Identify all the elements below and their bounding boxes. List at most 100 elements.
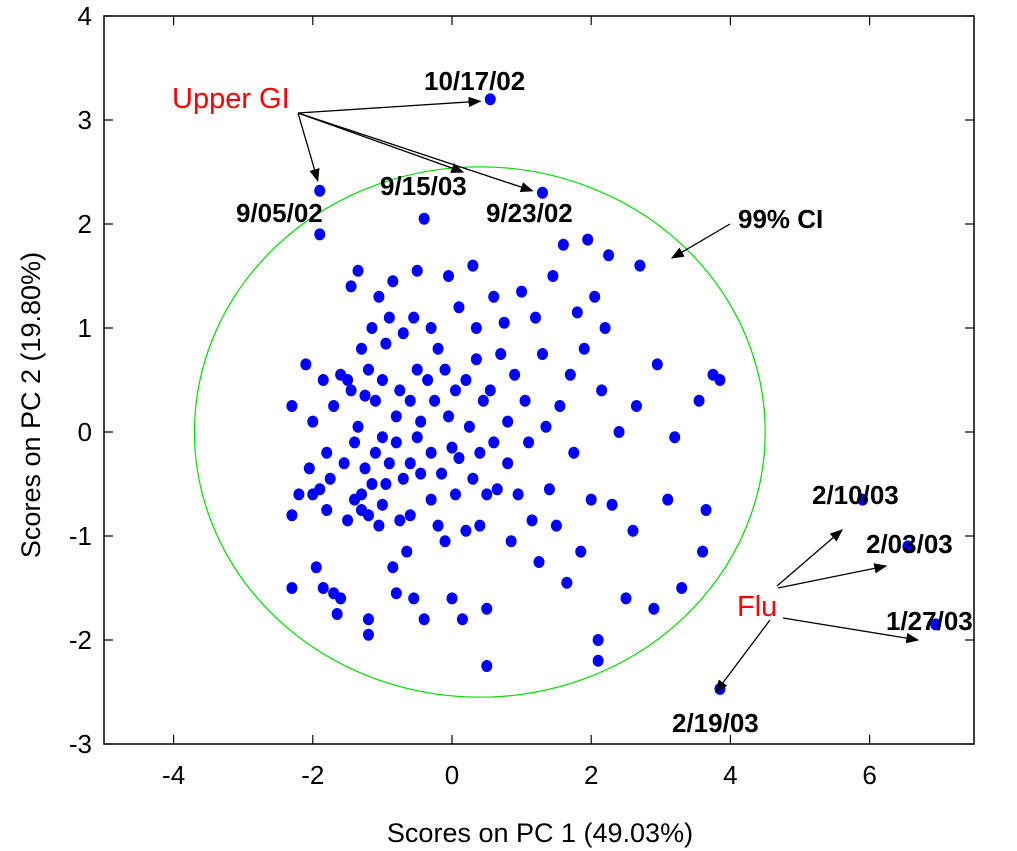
score-point <box>575 545 587 558</box>
score-point <box>425 493 437 506</box>
score-point <box>474 519 486 532</box>
score-point <box>310 561 322 574</box>
score-point <box>362 628 374 641</box>
x-tick-label: -4 <box>162 760 185 790</box>
score-point <box>397 327 409 340</box>
score-point <box>449 384 461 397</box>
score-point <box>324 472 336 485</box>
score-point <box>404 394 416 407</box>
date-label-9-15-03: 9/15/03 <box>380 171 467 201</box>
ci-label: 99% CI <box>738 204 823 234</box>
score-point <box>474 446 486 459</box>
score-point <box>439 535 451 548</box>
score-point <box>286 509 298 522</box>
score-point <box>321 446 333 459</box>
score-point <box>376 498 388 511</box>
score-point <box>387 275 399 288</box>
score-point <box>362 613 374 626</box>
score-point <box>505 535 517 548</box>
score-point <box>376 431 388 444</box>
score-point <box>578 342 590 355</box>
score-point <box>484 384 496 397</box>
score-point <box>422 374 434 386</box>
score-point <box>418 613 430 626</box>
score-point <box>568 446 580 459</box>
score-point <box>397 472 409 485</box>
score-point <box>523 436 535 449</box>
score-point <box>415 415 427 428</box>
score-point <box>488 290 500 303</box>
x-axis-title: Scores on PC 1 (49.03%) <box>387 818 693 848</box>
y-tick-label: 1 <box>78 313 92 343</box>
score-point <box>613 426 625 438</box>
x-tick-label: 0 <box>445 760 459 790</box>
score-point <box>714 682 726 695</box>
score-point <box>356 342 368 355</box>
score-point <box>606 498 618 511</box>
score-point <box>630 400 642 412</box>
score-point <box>331 608 343 620</box>
score-point <box>390 436 402 449</box>
score-point <box>526 514 538 527</box>
score-point <box>693 394 705 407</box>
score-point <box>481 488 493 501</box>
upper-gi-label: Upper GI <box>172 83 290 115</box>
score-point <box>390 587 402 600</box>
score-point <box>439 363 451 376</box>
score-point <box>380 478 392 490</box>
score-point <box>408 592 420 605</box>
score-point <box>408 311 420 324</box>
score-point <box>359 462 371 475</box>
score-point <box>446 592 458 605</box>
score-point <box>342 374 354 386</box>
score-point <box>401 545 413 558</box>
score-point <box>697 545 709 558</box>
score-point <box>634 259 646 272</box>
x-tick-label: -2 <box>301 760 324 790</box>
score-point <box>300 358 312 371</box>
date-label-9-05-02: 9/05/02 <box>236 198 323 228</box>
score-point <box>394 514 406 527</box>
score-point <box>404 457 416 470</box>
score-point <box>373 519 385 532</box>
score-point <box>467 472 479 485</box>
score-point <box>404 509 416 522</box>
score-point <box>557 238 569 251</box>
score-point <box>453 301 465 314</box>
annotation-arrow <box>670 223 731 259</box>
score-point <box>648 602 660 615</box>
score-point <box>488 436 500 449</box>
score-point <box>432 519 444 532</box>
score-point <box>460 524 472 537</box>
score-point <box>314 483 326 496</box>
score-point <box>314 228 326 241</box>
score-point <box>599 322 611 334</box>
score-point <box>502 457 514 470</box>
score-point <box>589 290 601 303</box>
x-tick-label: 2 <box>584 760 598 790</box>
score-point <box>714 374 726 386</box>
score-point <box>317 582 329 594</box>
y-tick-label: -2 <box>69 625 92 655</box>
score-point <box>307 415 319 428</box>
score-point <box>596 384 608 397</box>
score-point <box>481 602 493 615</box>
score-point <box>369 446 381 459</box>
confidence-ellipse <box>193 166 766 698</box>
score-point <box>554 400 566 412</box>
y-tick-label: -1 <box>69 521 92 551</box>
annotation-arrow <box>297 112 320 182</box>
score-point <box>380 337 392 350</box>
annotation-arrow <box>297 112 534 193</box>
score-point <box>383 457 395 470</box>
score-point <box>460 374 472 386</box>
annotation-arrow <box>297 112 465 173</box>
score-point <box>345 280 357 293</box>
score-point <box>314 184 326 197</box>
plot-frame <box>103 15 975 745</box>
annotation-arrow <box>297 96 482 114</box>
score-point <box>376 374 388 386</box>
score-point <box>571 306 583 319</box>
score-point <box>669 431 681 444</box>
